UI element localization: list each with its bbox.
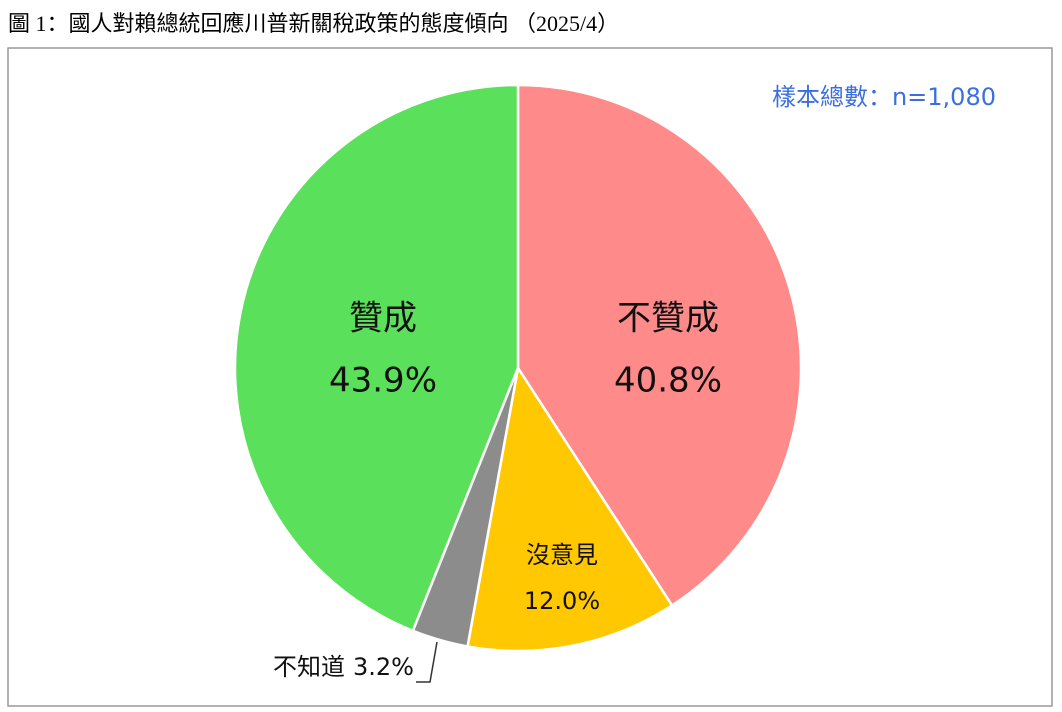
chart-title: 圖 1：國人對賴總統回應川普新關稅政策的態度傾向 （2025/4） [8, 11, 619, 36]
chart-frame [7, 47, 1053, 707]
value-label: 12.0% [524, 587, 600, 615]
pie-slice [233, 83, 520, 633]
slice-label: 不知道 3.2% [273, 653, 414, 681]
category-label: 沒意見 [526, 541, 598, 569]
leader-line [416, 641, 438, 683]
value-label: 43.9% [329, 361, 437, 401]
value-label: 40.8% [614, 361, 722, 401]
category-label: 不知道 [273, 653, 345, 681]
sample-note: 樣本總數：n=1,080 [772, 83, 996, 111]
pie-slice [466, 364, 674, 653]
category-label: 不贊成 [617, 299, 719, 339]
value-label: 3.2% [353, 653, 414, 681]
category-label: 贊成 [349, 299, 417, 339]
